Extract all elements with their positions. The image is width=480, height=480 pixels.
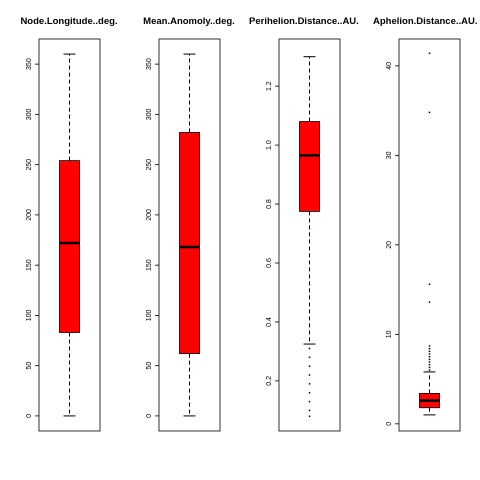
y-tick-label: 1.0 bbox=[266, 140, 273, 150]
iqr-box bbox=[179, 132, 200, 355]
y-tick-label: 1.2 bbox=[266, 81, 273, 91]
y-tick-label: 30 bbox=[386, 151, 393, 159]
y-tick-label: 150 bbox=[146, 259, 153, 271]
outlier-point bbox=[428, 361, 431, 363]
y-tick-label: 0 bbox=[386, 422, 393, 426]
outlier-point bbox=[428, 366, 431, 369]
y-tick-label: 0.6 bbox=[266, 258, 273, 268]
iqr-box bbox=[59, 160, 80, 333]
outlier-point bbox=[428, 52, 431, 55]
plot-frame bbox=[38, 38, 101, 432]
outlier-point bbox=[308, 374, 311, 376]
outlier-point bbox=[428, 369, 431, 371]
y-tick-label: 200 bbox=[146, 209, 153, 221]
y-tick-label: 20 bbox=[386, 241, 393, 249]
outlier-point bbox=[308, 415, 311, 418]
outlier-point bbox=[428, 364, 431, 366]
outlier-point bbox=[428, 345, 431, 347]
y-tick-label: 0.2 bbox=[266, 376, 273, 386]
plot-frame bbox=[398, 38, 461, 432]
outlier-point bbox=[308, 383, 311, 385]
y-tick-label: 150 bbox=[26, 259, 33, 271]
outlier-point bbox=[308, 356, 311, 359]
outlier-point bbox=[428, 350, 431, 353]
panel-perihelion-distance: Perihelion.Distance..AU. 0.2 0.4 0.6 0.8 1.0… bbox=[249, 16, 359, 432]
outlier-point bbox=[428, 347, 431, 350]
y-tick-label: 250 bbox=[146, 159, 153, 171]
y-tick-label: 250 bbox=[26, 159, 33, 171]
panel-title: Mean.Anomoly..deg. bbox=[143, 16, 235, 27]
plot-frame bbox=[158, 38, 221, 432]
y-tick-label: 0 bbox=[146, 414, 153, 418]
y-tick-label: 100 bbox=[26, 309, 33, 321]
y-tick-label: 50 bbox=[26, 362, 33, 370]
outlier-point bbox=[428, 111, 431, 114]
y-tick-label: 100 bbox=[146, 309, 153, 321]
panel-title: Aphelion.Distance..AU. bbox=[373, 16, 478, 27]
y-tick-label: 10 bbox=[386, 330, 393, 338]
panel-title: Perihelion.Distance..AU. bbox=[249, 16, 359, 27]
iqr-box bbox=[299, 121, 320, 212]
outlier-point bbox=[308, 347, 311, 350]
panel-mean-anomoly: Mean.Anomoly..deg. 0 50 100 150 200 250 300 350 bbox=[143, 16, 235, 432]
outlier-point bbox=[428, 355, 431, 358]
outlier-point bbox=[428, 283, 431, 285]
outlier-point bbox=[428, 358, 431, 361]
y-tick-label: 350 bbox=[26, 58, 33, 70]
y-tick-label: 350 bbox=[146, 58, 153, 70]
y-tick-label: 40 bbox=[386, 62, 393, 70]
y-tick-label: 300 bbox=[26, 108, 33, 120]
plot-frame bbox=[278, 38, 341, 432]
outlier-point bbox=[308, 365, 311, 367]
panel-node-longitude: Node.Longitude..deg. 0 50 100 150 200 250 300 3… bbox=[20, 16, 118, 432]
panel-aphelion-distance: Aphelion.Distance..AU. 0 10 20 30 40 bbox=[373, 16, 478, 432]
y-tick-label: 50 bbox=[146, 362, 153, 370]
outlier-point bbox=[428, 353, 431, 355]
y-tick-label: 300 bbox=[146, 108, 153, 120]
outlier-point bbox=[308, 400, 311, 403]
outlier-point bbox=[308, 391, 311, 394]
y-tick-label: 0.4 bbox=[266, 317, 273, 327]
outlier-point bbox=[428, 301, 431, 303]
outlier-point bbox=[308, 409, 311, 412]
y-tick-label: 200 bbox=[26, 209, 33, 221]
y-tick-label: 0.8 bbox=[266, 199, 273, 209]
y-tick-label: 0 bbox=[26, 414, 33, 418]
panel-title: Node.Longitude..deg. bbox=[20, 16, 117, 27]
